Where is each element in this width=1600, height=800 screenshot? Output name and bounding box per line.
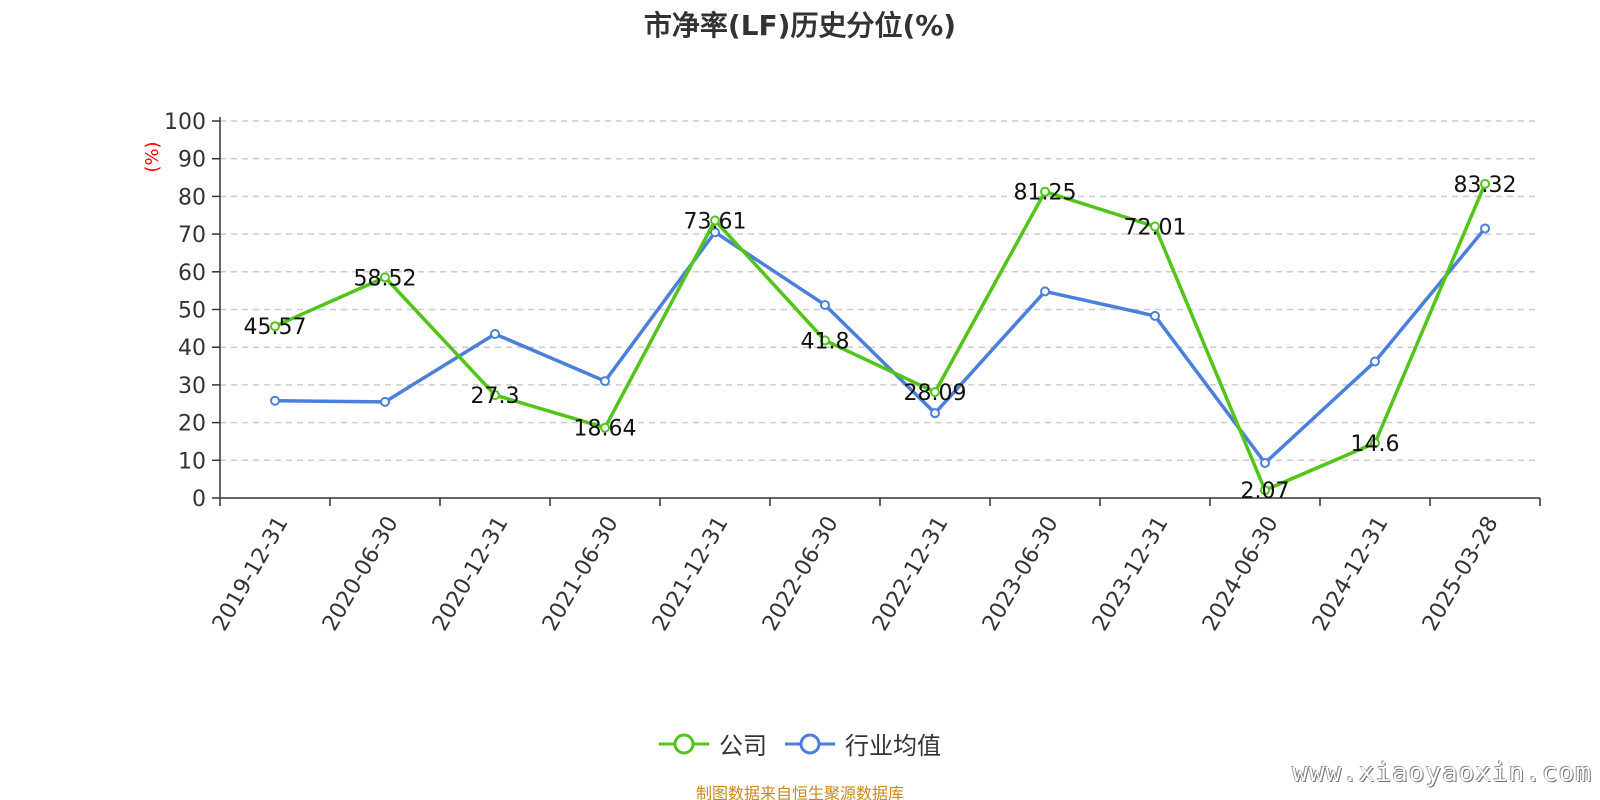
y-tick-label: 50 [178, 299, 206, 324]
data-point[interactable] [1370, 437, 1380, 448]
data-point[interactable] [380, 396, 390, 407]
y-tick-label: 90 [178, 148, 206, 173]
data-point[interactable] [490, 329, 500, 340]
x-tick-label: 2022-12-31 [868, 512, 954, 635]
data-label: 73.61 [684, 209, 747, 234]
data-point[interactable] [600, 422, 610, 433]
y-tick-label: 30 [178, 374, 206, 399]
series-line [274, 183, 1487, 492]
data-label: 58.52 [354, 266, 417, 291]
legend-industry-label: 行业均值 [845, 732, 941, 760]
x-tick-label: 2025-03-28 [1418, 512, 1504, 635]
data-point[interactable] [1370, 356, 1380, 367]
watermark: www.xiaoyaoxin.com [1292, 758, 1592, 788]
data-point[interactable] [1260, 457, 1270, 468]
series-lines [270, 178, 1490, 496]
data-label: 14.6 [1351, 432, 1400, 457]
y-tick-label: 20 [178, 412, 206, 437]
data-labels: 45.57 58.52 27.3 18.64 73.61 41.8 28.09 81.25 72… [244, 173, 1517, 504]
data-label: 72.01 [1124, 216, 1187, 241]
x-tick-label: 2020-12-31 [428, 512, 514, 635]
data-point[interactable] [1040, 186, 1050, 197]
source-note: 制图数据来自恒生聚源数据库 [695, 784, 904, 800]
x-tick-label: 2023-12-31 [1088, 512, 1174, 635]
data-point[interactable] [710, 215, 720, 226]
legend-company-icon [659, 733, 709, 754]
x-tick-label: 2019-12-31 [208, 512, 294, 635]
data-point[interactable] [710, 227, 720, 238]
x-tick-label: 2024-06-30 [1198, 512, 1284, 635]
data-point[interactable] [1040, 286, 1050, 297]
data-label: 27.3 [471, 384, 520, 409]
data-point[interactable] [930, 408, 940, 419]
y-axis-label: (%) [142, 141, 163, 172]
legend-item-company[interactable]: 公司 [659, 726, 767, 761]
grid-lines [220, 120, 1540, 462]
legend: 公司 行业均值 [0, 726, 1600, 761]
data-point[interactable] [1150, 221, 1160, 232]
y-tick-label: 100 [164, 110, 206, 135]
data-point[interactable] [1260, 485, 1270, 496]
data-label: 2.07 [1241, 479, 1290, 504]
y-tick-label: 10 [178, 449, 206, 474]
data-point[interactable] [270, 321, 280, 332]
data-point[interactable] [380, 272, 390, 283]
data-label: 45.57 [244, 315, 307, 340]
x-tick-label: 2021-06-30 [538, 512, 624, 635]
data-point[interactable] [600, 376, 610, 387]
data-point[interactable] [820, 335, 830, 346]
data-label: 18.64 [574, 417, 637, 442]
data-point[interactable] [820, 299, 830, 310]
y-tick-label: 60 [178, 261, 206, 286]
legend-industry-icon [785, 733, 835, 754]
y-tick-label: 40 [178, 336, 206, 361]
data-point[interactable] [1480, 178, 1490, 189]
data-point[interactable] [1480, 223, 1490, 234]
chart-title: 市净率(LF)历史分位(%) [643, 9, 957, 42]
legend-item-industry[interactable]: 行业均值 [785, 726, 941, 761]
legend-company-label: 公司 [719, 732, 767, 760]
x-tick-label: 2022-06-30 [758, 512, 844, 635]
x-tick-label: 2021-12-31 [648, 512, 734, 635]
data-label: 83.32 [1454, 173, 1517, 198]
data-label: 41.8 [801, 329, 850, 354]
axes: 0 10 20 30 40 50 60 70 80 90 100 2019-12-31 2020-06-… [164, 110, 1541, 635]
data-point[interactable] [490, 390, 500, 401]
data-label: 81.25 [1014, 181, 1077, 206]
y-tick-label: 80 [178, 185, 206, 210]
x-tick-label: 2020-06-30 [318, 512, 404, 635]
y-tick-label: 0 [192, 487, 206, 512]
data-label: 28.09 [904, 381, 967, 406]
x-tick-label: 2024-12-31 [1308, 512, 1394, 635]
data-point[interactable] [930, 387, 940, 398]
data-point[interactable] [270, 395, 280, 406]
data-point[interactable] [1150, 310, 1160, 321]
series-line [274, 227, 1487, 465]
y-tick-label: 70 [178, 223, 206, 248]
x-tick-label: 2023-06-30 [978, 512, 1064, 635]
